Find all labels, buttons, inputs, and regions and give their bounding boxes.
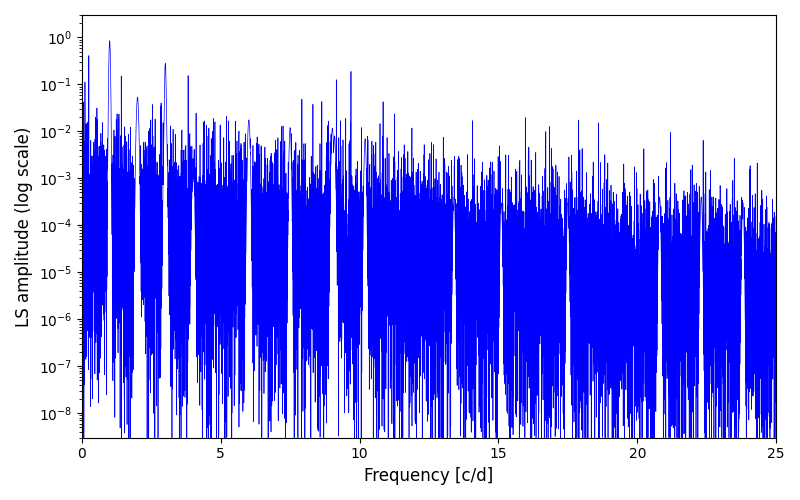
- Y-axis label: LS amplitude (log scale): LS amplitude (log scale): [15, 126, 33, 326]
- X-axis label: Frequency [c/d]: Frequency [c/d]: [364, 467, 494, 485]
